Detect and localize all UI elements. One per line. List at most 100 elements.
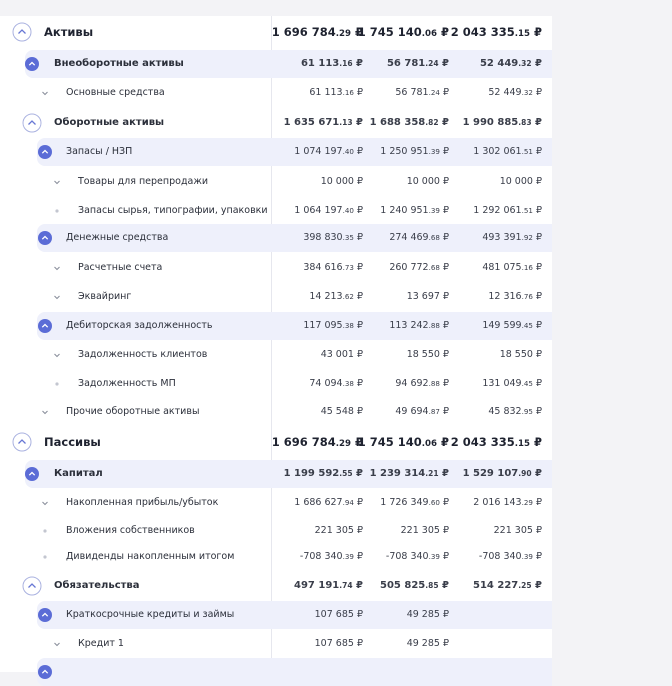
table-row: Денежные средства 398 830.35 ₽ 274 469.68 … <box>0 224 552 252</box>
row-label: Дивиденды накопленным итогом <box>66 551 235 562</box>
expand-toggle[interactable] <box>47 287 67 311</box>
expand-toggle[interactable] <box>12 22 32 46</box>
cell-value: 18 550 ₽ <box>406 349 449 360</box>
table-row: Прочие оборотные активы 45 548 ₽ 49 694.87… <box>0 398 552 426</box>
table-row: Оборотные активы 1 635 671.13 ₽ 1 688 358.… <box>0 109 552 137</box>
cell-value: -708 340.39 ₽ <box>478 551 542 562</box>
expand-toggle[interactable] <box>35 228 55 252</box>
row-label: Кредит 1 <box>78 638 124 649</box>
row-label: Прочие оборотные активы <box>66 406 200 417</box>
table-row: Дебиторская задолженность 117 095.38 ₽ 113… <box>0 312 552 340</box>
cell-value: 61 113.16 ₽ <box>300 58 363 69</box>
cell-value: 94 692.88 ₽ <box>395 378 449 389</box>
table-row: Вложения собственников 221 305 ₽ 221 305 ₽… <box>0 517 552 545</box>
expand-toggle[interactable] <box>35 662 55 686</box>
row-label: Товары для перепродажи <box>78 176 209 187</box>
row-highlight <box>37 601 552 629</box>
row-label: Денежные средства <box>66 232 169 243</box>
cell-value: 1 250 951.39 ₽ <box>380 146 449 157</box>
cell-value: 1 199 592.55 ₽ <box>283 468 363 479</box>
expand-toggle[interactable] <box>35 605 55 629</box>
expand-toggle[interactable] <box>47 345 67 369</box>
cell-value: 221 305 ₽ <box>400 525 449 536</box>
row-highlight <box>25 460 552 488</box>
cell-value: 13 697 ₽ <box>406 291 449 302</box>
cell-value: 56 781.24 ₽ <box>386 58 449 69</box>
tree-dot <box>47 201 67 225</box>
table-row: Накопленная прибыль/убыток 1 686 627.94 ₽… <box>0 489 552 517</box>
row-label: Пассивы <box>44 435 101 449</box>
table-row: Внеоборотные активы 61 113.16 ₽ 56 781.24 … <box>0 50 552 78</box>
tree-dot <box>35 521 55 545</box>
cell-value: 1 688 358.82 ₽ <box>369 117 449 128</box>
cell-value: 52 449.32 ₽ <box>488 87 542 98</box>
expand-toggle[interactable] <box>22 464 42 488</box>
table-row <box>0 658 552 686</box>
cell-value: 1 302 061.51 ₽ <box>473 146 542 157</box>
cell-value: 260 772.68 ₽ <box>389 262 449 273</box>
cell-value: 1 074 197.40 ₽ <box>294 146 363 157</box>
cell-value: 10 000 ₽ <box>499 176 542 187</box>
cell-value: 1 292 061.51 ₽ <box>473 205 542 216</box>
cell-value: 117 095.38 ₽ <box>303 320 363 331</box>
row-label: Эквайринг <box>78 291 132 302</box>
expand-toggle[interactable] <box>47 258 67 282</box>
expand-toggle[interactable] <box>22 54 42 78</box>
row-label: Дебиторская задолженность <box>66 320 213 331</box>
table-row: Капитал 1 199 592.55 ₽ 1 239 314.21 ₽ 1 529… <box>0 460 552 488</box>
cell-value: 221 305 ₽ <box>314 525 363 536</box>
expand-toggle[interactable] <box>47 172 67 196</box>
cell-value: -708 340.39 ₽ <box>385 551 449 562</box>
cell-value: 14 213.62 ₽ <box>309 291 363 302</box>
cell-value: 52 449.32 ₽ <box>479 58 542 69</box>
row-label: Внеоборотные активы <box>54 58 184 69</box>
cell-value: 18 550 ₽ <box>499 349 542 360</box>
expand-toggle[interactable] <box>35 316 55 340</box>
cell-value: 1 696 784.29 ₽ <box>271 25 363 39</box>
table-row: Эквайринг 14 213.62 ₽ 13 697 ₽ 12 316.76 ₽ <box>0 283 552 311</box>
expand-toggle[interactable] <box>35 402 55 426</box>
cell-value: 497 191.74 ₽ <box>294 580 363 591</box>
cell-value: 493 391.92 ₽ <box>482 232 542 243</box>
cell-value: 1 990 885.83 ₽ <box>462 117 542 128</box>
expand-toggle[interactable] <box>35 83 55 107</box>
expand-toggle[interactable] <box>35 493 55 517</box>
cell-value: 221 305 ₽ <box>493 525 542 536</box>
expand-toggle[interactable] <box>12 432 32 456</box>
cell-value: 384 616.73 ₽ <box>303 262 363 273</box>
expand-toggle[interactable] <box>22 113 42 137</box>
cell-value: -708 340.39 ₽ <box>299 551 363 562</box>
row-label: Краткосрочные кредиты и займы <box>66 609 235 620</box>
table-row: Задолженность МП 74 094.38 ₽ 94 692.88 ₽ 13… <box>0 370 552 398</box>
expand-toggle[interactable] <box>47 634 67 658</box>
row-label: Запасы / НЗП <box>66 146 133 157</box>
cell-value: 1 745 140.06 ₽ <box>357 25 449 39</box>
cell-value: 49 285 ₽ <box>406 638 449 649</box>
cell-value: 1 635 671.13 ₽ <box>283 117 363 128</box>
tree-dot <box>47 374 67 398</box>
row-label: Капитал <box>54 468 103 479</box>
cell-value: 1 239 314.21 ₽ <box>369 468 449 479</box>
cell-value: 2 016 143.29 ₽ <box>473 497 542 508</box>
table-row: Дивиденды накопленным итогом -708 340.39 … <box>0 543 552 571</box>
table-row: Запасы / НЗП 1 074 197.40 ₽ 1 250 951.39 ₽… <box>0 138 552 166</box>
row-highlight <box>37 658 552 686</box>
expand-toggle[interactable] <box>22 576 42 600</box>
table: Активы 1 696 784.29 ₽1 745 140.06 ₽2 043 … <box>0 0 552 679</box>
cell-value: 61 113.16 ₽ <box>309 87 363 98</box>
cell-value: 1 240 951.39 ₽ <box>380 205 449 216</box>
row-highlight <box>37 138 552 166</box>
table-row: Кредит 1 107 685 ₽ 49 285 ₽ <box>0 630 552 658</box>
table-row: Запасы сырья, типографии, упаковки 1 064 … <box>0 197 552 225</box>
cell-value: 12 316.76 ₽ <box>488 291 542 302</box>
expand-toggle[interactable] <box>35 142 55 166</box>
table-row: Пассивы 1 696 784.29 ₽1 745 140.06 ₽2 043… <box>0 428 552 456</box>
cell-value: 43 001 ₽ <box>320 349 363 360</box>
cell-value: 56 781.24 ₽ <box>395 87 449 98</box>
table-row: Товары для перепродажи 10 000 ₽ 10 000 ₽ 10… <box>0 168 552 196</box>
cell-value: 45 548 ₽ <box>320 406 363 417</box>
row-label: Оборотные активы <box>54 117 165 128</box>
row-label: Накопленная прибыль/убыток <box>66 497 219 508</box>
cell-value: 1 745 140.06 ₽ <box>357 435 449 449</box>
row-label: Задолженность МП <box>78 378 176 389</box>
